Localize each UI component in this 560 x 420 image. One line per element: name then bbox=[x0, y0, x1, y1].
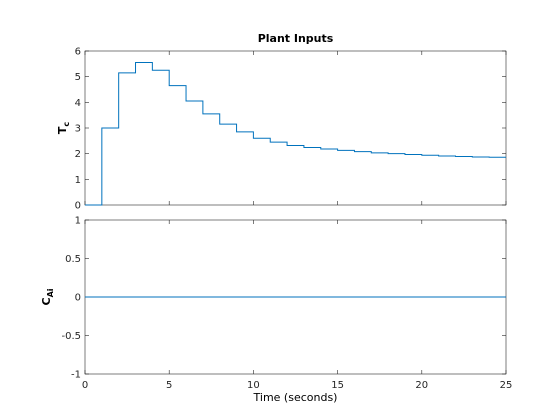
y-axis-label-top-main: T bbox=[56, 126, 69, 134]
x-tick-label: 20 bbox=[415, 380, 428, 391]
y-tick-label-top: 4 bbox=[75, 98, 81, 109]
y-axis-label-top-sub: c bbox=[62, 122, 71, 127]
x-tick-label: 15 bbox=[331, 380, 344, 391]
x-axis-ticks-top bbox=[84, 51, 507, 205]
chart-title: Plant Inputs bbox=[258, 32, 334, 45]
x-tick-label: 25 bbox=[500, 380, 513, 391]
y-tick-label-top: 0 bbox=[75, 201, 81, 212]
axes-plant-input-cai: -1 -0.5 0 0.5 1 0 5 10 15 20 25 CAi Time (seconds… bbox=[40, 216, 512, 405]
y-tick-label-bottom: -0.5 bbox=[61, 331, 81, 342]
y-axis-label-top: Tc bbox=[56, 122, 71, 135]
axes-box-top bbox=[84, 50, 507, 206]
y-axis-label-bottom-main: C bbox=[40, 297, 53, 305]
series-line-tc bbox=[85, 62, 506, 206]
y-tick-label-top: 6 bbox=[75, 47, 81, 58]
y-tick-label-top: 1 bbox=[75, 175, 81, 186]
y-tick-label-top: 3 bbox=[75, 124, 81, 135]
x-tick-label: 10 bbox=[247, 380, 260, 391]
y-tick-label-bottom: 1 bbox=[75, 216, 81, 227]
y-tick-label-bottom: 0.5 bbox=[65, 254, 81, 265]
y-axis-label-bottom: CAi bbox=[40, 288, 55, 305]
y-axis-label-bottom-sub: Ai bbox=[46, 288, 55, 297]
x-axis-ticks-bottom: 0 5 10 15 20 25 bbox=[82, 220, 513, 391]
x-tick-label: 0 bbox=[82, 380, 88, 391]
y-axis-ticks-top: 0 1 2 3 4 5 6 bbox=[75, 47, 506, 212]
y-tick-label-bottom: 0 bbox=[75, 293, 81, 304]
x-axis-label: Time (seconds) bbox=[253, 391, 338, 404]
y-tick-label-bottom: -1 bbox=[71, 370, 81, 381]
x-tick-label: 5 bbox=[166, 380, 172, 391]
y-tick-label-top: 2 bbox=[75, 149, 81, 160]
axes-plant-input-tc: Plant Inputs 0 1 2 3 4 5 6 Tc bbox=[56, 32, 507, 212]
y-tick-label-top: 5 bbox=[75, 72, 81, 83]
